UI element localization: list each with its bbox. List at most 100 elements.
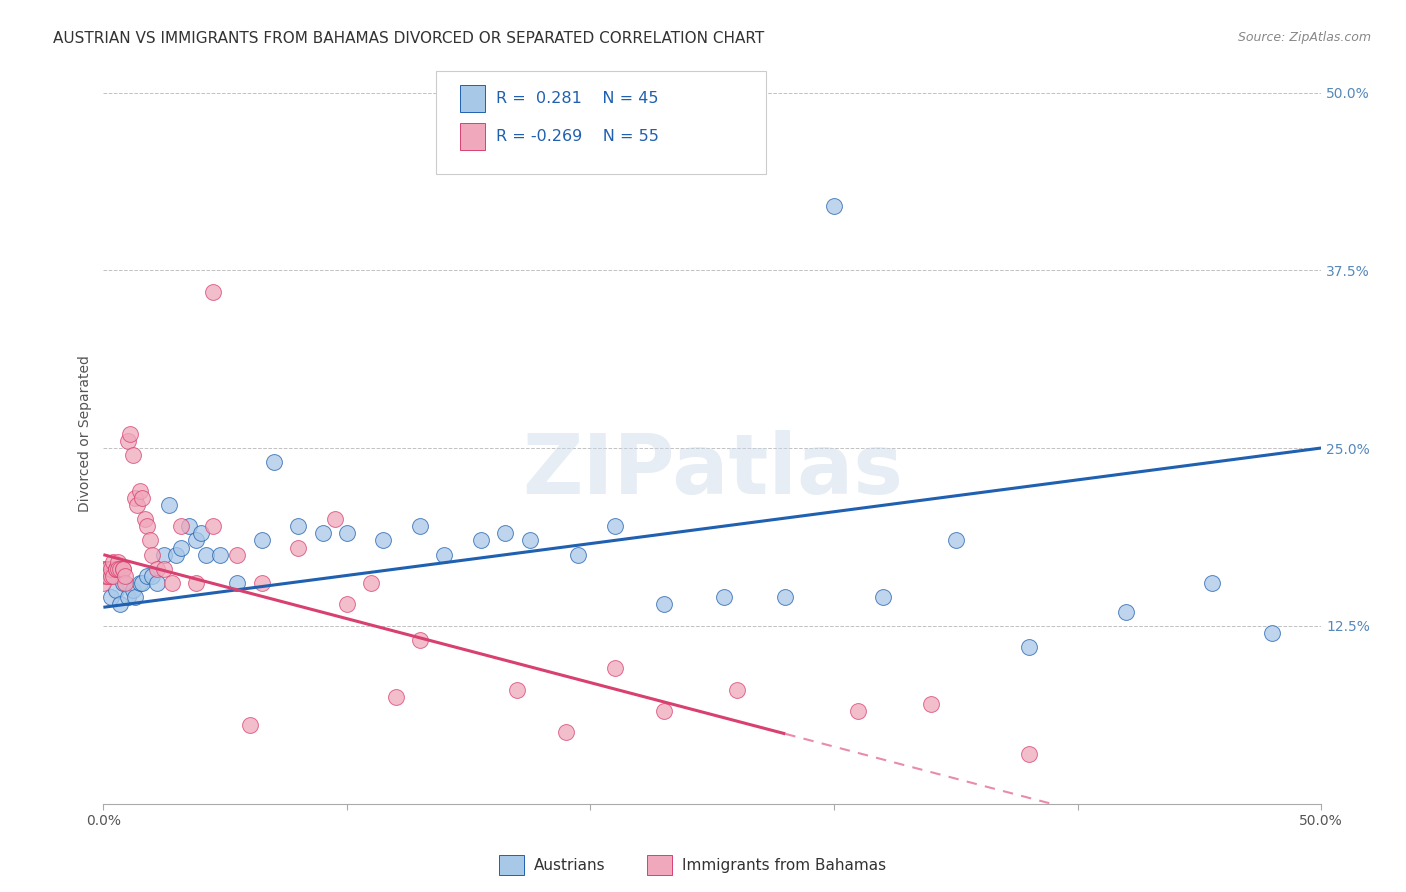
Point [138,533,160,548]
Point [134,512,156,526]
Text: Austrians: Austrians [534,858,606,872]
Text: R =  0.281    N = 45: R = 0.281 N = 45 [496,91,659,105]
Point [226,548,249,562]
Point [603,661,626,675]
Point [652,598,675,612]
Point [107,562,129,576]
Point [775,591,797,605]
Point [725,682,748,697]
Point [120,426,142,441]
Point [131,576,153,591]
Point [311,526,333,541]
Point [323,512,346,526]
Point [1018,640,1040,654]
Point [1018,747,1040,761]
Point [384,690,406,704]
Point [165,548,187,562]
Point [124,591,146,605]
Point [100,562,122,576]
Point [1261,626,1284,640]
Point [104,562,127,576]
Point [713,591,735,605]
Point [872,591,894,605]
Point [141,548,163,562]
Point [110,598,132,612]
Point [373,533,395,548]
Point [336,526,359,541]
Point [100,569,122,583]
Point [101,569,124,583]
Point [823,199,845,213]
Point [287,519,309,533]
Point [104,562,127,576]
Text: AUSTRIAN VS IMMIGRANTS FROM BAHAMAS DIVORCED OR SEPARATED CORRELATION CHART: AUSTRIAN VS IMMIGRANTS FROM BAHAMAS DIVO… [53,31,765,46]
Point [170,519,193,533]
Point [114,576,136,591]
Point [129,483,152,498]
Point [567,548,589,562]
Y-axis label: Divorced or Separated: Divorced or Separated [79,355,93,512]
Point [129,576,152,591]
Point [336,598,359,612]
Point [111,576,134,591]
Point [519,533,541,548]
Point [263,455,285,469]
Point [117,434,139,448]
Point [201,519,224,533]
Point [157,498,180,512]
Point [97,569,120,583]
Point [107,555,129,569]
Point [194,548,217,562]
Point [153,562,176,576]
Point [136,519,159,533]
Text: R = -0.269    N = 55: R = -0.269 N = 55 [496,129,659,144]
Point [433,548,456,562]
Point [170,541,193,555]
Point [250,533,273,548]
Point [124,491,146,505]
Point [127,498,149,512]
Point [121,583,143,598]
Point [1201,576,1223,591]
Point [184,576,207,591]
Point [360,576,382,591]
Point [110,562,132,576]
Point [555,725,578,739]
Point [209,548,232,562]
Point [494,526,516,541]
Point [111,562,134,576]
Point [921,697,943,711]
Point [141,569,163,583]
Point [136,569,159,583]
Text: Source: ZipAtlas.com: Source: ZipAtlas.com [1237,31,1371,45]
Point [287,541,309,555]
Point [603,519,626,533]
Point [238,718,260,732]
Point [190,526,212,541]
Point [117,591,139,605]
Point [160,576,183,591]
Point [114,569,136,583]
Point [226,576,249,591]
Point [409,519,432,533]
Point [506,682,529,697]
Point [250,576,273,591]
Point [93,576,115,591]
Point [101,555,124,569]
Point [93,569,115,583]
Point [97,562,120,576]
Point [177,519,200,533]
Point [409,632,432,647]
Point [111,562,134,576]
Text: Immigrants from Bahamas: Immigrants from Bahamas [682,858,886,872]
Point [93,562,115,576]
Point [652,704,675,718]
Point [100,591,122,605]
Point [848,704,870,718]
Point [131,491,153,505]
Point [104,583,127,598]
Point [146,576,169,591]
Text: ZIPatlas: ZIPatlas [522,430,903,511]
Point [201,285,224,299]
Point [94,562,117,576]
